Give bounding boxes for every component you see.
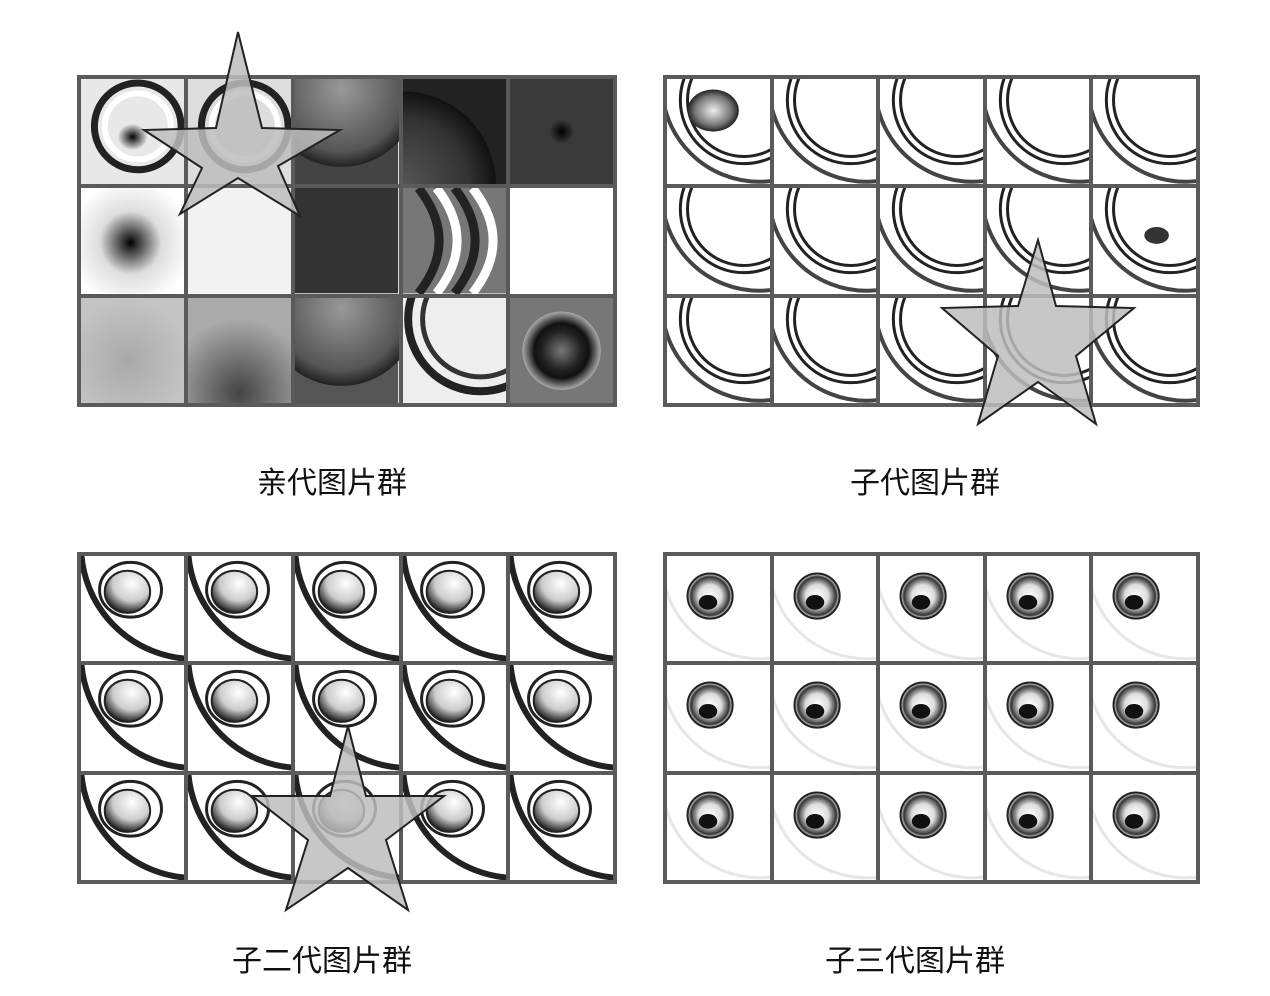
thumbnail-image	[667, 188, 770, 294]
thumbnail-image	[1093, 297, 1196, 403]
thumbnail-image	[295, 665, 399, 771]
thumbnail-image	[1093, 556, 1196, 662]
thumbnail-image	[1093, 665, 1196, 771]
thumbnail-image	[402, 774, 506, 880]
thumbnail-image	[188, 774, 292, 880]
thumbnail-image	[81, 665, 185, 771]
thumbnail-image	[509, 79, 613, 185]
thumbnail-image	[81, 79, 185, 185]
thumbnail-image	[295, 774, 399, 880]
thumbnail-image	[81, 188, 185, 294]
third-gen-group-caption: 子三代图片群	[825, 944, 1005, 979]
thumbnail-image	[986, 297, 1090, 403]
thumbnail-image	[986, 188, 1090, 294]
thumbnail-image	[667, 556, 770, 662]
second-gen-image-grid	[77, 552, 617, 884]
thumbnail-image	[295, 556, 399, 662]
thumbnail-image	[1093, 774, 1196, 880]
thumbnail-image	[509, 774, 613, 880]
thumbnail-image	[509, 188, 613, 294]
child-group-caption: 子代图片群	[850, 466, 1000, 501]
thumbnail-image	[81, 556, 185, 662]
thumbnail-image	[880, 556, 983, 662]
thumbnail-image	[667, 297, 770, 403]
thumbnail-image	[880, 774, 983, 880]
thumbnail-image	[880, 665, 983, 771]
thumbnail-image	[402, 188, 506, 294]
thumbnail-image	[880, 188, 983, 294]
thumbnail-image	[986, 665, 1090, 771]
thumbnail-image	[880, 297, 983, 403]
thumbnail-image	[81, 774, 185, 880]
thumbnail-image	[986, 556, 1090, 662]
thumbnail-image	[773, 665, 877, 771]
thumbnail-image	[188, 188, 292, 294]
thumbnail-image	[81, 297, 185, 403]
thumbnail-image	[402, 665, 506, 771]
second-gen-group-caption: 子二代图片群	[232, 944, 412, 979]
thumbnail-image	[880, 79, 983, 185]
thumbnail-image	[295, 79, 399, 185]
thumbnail-image	[402, 297, 506, 403]
thumbnail-image	[402, 79, 506, 185]
thumbnail-image	[1093, 188, 1196, 294]
thumbnail-image	[667, 665, 770, 771]
thumbnail-image	[188, 79, 292, 185]
thumbnail-image	[509, 665, 613, 771]
third-gen-image-grid	[663, 552, 1200, 884]
thumbnail-image	[667, 774, 770, 880]
thumbnail-image	[773, 79, 877, 185]
thumbnail-image	[986, 774, 1090, 880]
thumbnail-image	[667, 79, 770, 185]
parent-group-caption: 亲代图片群	[257, 466, 407, 501]
thumbnail-image	[1093, 79, 1196, 185]
thumbnail-image	[773, 556, 877, 662]
thumbnail-image	[188, 556, 292, 662]
thumbnail-image	[188, 665, 292, 771]
thumbnail-image	[188, 297, 292, 403]
child-image-grid	[663, 75, 1200, 407]
thumbnail-image	[295, 297, 399, 403]
thumbnail-image	[402, 556, 506, 662]
thumbnail-image	[509, 556, 613, 662]
parent-image-grid	[77, 75, 617, 407]
thumbnail-image	[773, 774, 877, 880]
thumbnail-image	[295, 188, 399, 294]
thumbnail-image	[773, 297, 877, 403]
thumbnail-image	[773, 188, 877, 294]
thumbnail-image	[509, 297, 613, 403]
thumbnail-image	[986, 79, 1090, 185]
